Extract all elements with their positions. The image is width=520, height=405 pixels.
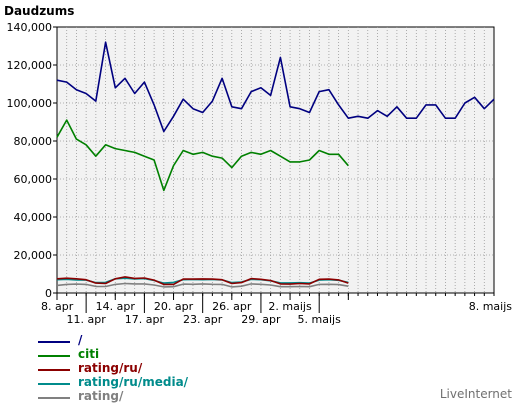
x-tick-label: 11. apr bbox=[67, 313, 107, 326]
y-tick-label: 140,000 bbox=[7, 21, 53, 34]
legend-item: citi bbox=[38, 347, 258, 362]
series-line bbox=[56, 276, 349, 286]
x-tick-label: 20. apr bbox=[154, 300, 194, 313]
series-line bbox=[56, 41, 495, 133]
y-tick-label: 40,000 bbox=[14, 211, 53, 224]
legend-swatch bbox=[38, 397, 70, 399]
series-line bbox=[56, 282, 349, 288]
x-tick-label: 29. apr bbox=[241, 313, 281, 326]
y-axis: 0 20,000 40,000 60,000 80,000 100,000 120,000 1… bbox=[7, 21, 57, 300]
brand-label: LiveInternet bbox=[439, 387, 512, 401]
series-line bbox=[56, 119, 349, 192]
y-tick-label: 100,000 bbox=[7, 97, 53, 110]
legend-label: rating/ru/media/ bbox=[78, 375, 189, 389]
x-tick-label: 26. apr bbox=[212, 300, 252, 313]
legend-item: rating/ bbox=[38, 389, 258, 404]
legend-swatch bbox=[38, 355, 70, 357]
x-tick-label: 8. apr bbox=[41, 300, 74, 313]
legend-item: rating/ru/media/ bbox=[38, 375, 258, 390]
x-tick-label: 23. apr bbox=[183, 313, 223, 326]
x-tick-label: 14. apr bbox=[96, 300, 136, 313]
grid bbox=[57, 27, 494, 293]
legend-item: rating/ru/ bbox=[38, 361, 258, 376]
legend-swatch bbox=[38, 369, 70, 371]
y-tick-label: 20,000 bbox=[14, 249, 53, 262]
y-tick-label: 0 bbox=[45, 287, 52, 300]
legend-swatch bbox=[38, 341, 70, 343]
chart-title: Daudzums bbox=[4, 4, 74, 18]
x-tick-label: 2. maijs bbox=[268, 300, 312, 313]
legend-label: citi bbox=[78, 347, 100, 361]
legend-label: rating/ru/ bbox=[78, 361, 143, 375]
legend-label: / bbox=[78, 333, 83, 347]
legend-swatch bbox=[38, 383, 70, 385]
x-tick-label: 17. apr bbox=[125, 313, 165, 326]
x-tick-label: 5. maijs bbox=[298, 313, 342, 326]
y-tick-label: 80,000 bbox=[14, 135, 53, 148]
legend-item: / bbox=[38, 333, 258, 348]
y-tick-label: 60,000 bbox=[14, 173, 53, 186]
x-tick-label: 8. maijs bbox=[469, 300, 513, 313]
series-lines bbox=[56, 41, 495, 288]
plot-area bbox=[56, 26, 495, 294]
legend-label: rating/ bbox=[78, 389, 124, 403]
y-tick-label: 120,000 bbox=[7, 59, 53, 72]
legend: / citi rating/ru/rating/ru/media/rating/ bbox=[38, 333, 258, 404]
